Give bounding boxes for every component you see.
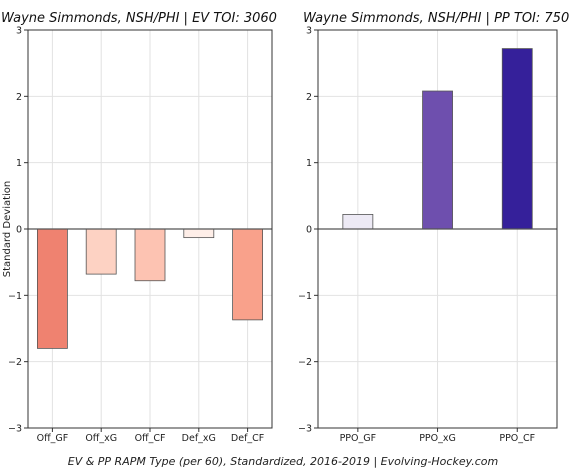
axes-frame xyxy=(27,29,273,429)
figure-caption: EV & PP RAPM Type (per 60), Standardized… xyxy=(68,455,499,468)
y-tick-label: −2 xyxy=(8,357,22,368)
y-axis-label: Standard Deviation xyxy=(2,181,13,278)
y-tick-label: 3 xyxy=(16,26,22,37)
chart-title: Wayne Simmonds, NSH/PHI | EV TOI: 3060 xyxy=(1,11,277,26)
bar-def-xg xyxy=(183,228,215,239)
bar-def-cf xyxy=(232,228,264,321)
y-tick-label: 1 xyxy=(16,158,22,169)
y-tick-label: 0 xyxy=(306,225,312,236)
x-tick-label: Def_CF xyxy=(231,433,264,444)
y-tick-label: −1 xyxy=(8,291,22,302)
x-tick-label: Def_xG xyxy=(182,433,216,444)
x-tick-label: PPO_GF xyxy=(340,433,377,444)
x-tick-label: Off_xG xyxy=(85,433,117,444)
y-tick-label: −3 xyxy=(298,424,312,435)
y-tick-label: 2 xyxy=(306,92,312,103)
y-tick-label: 2 xyxy=(16,92,22,103)
y-tick-label: −2 xyxy=(298,357,312,368)
bar-ppo-cf xyxy=(501,48,533,230)
bar-ppo-xg xyxy=(422,90,453,230)
x-tick-label: PPO_xG xyxy=(419,433,456,444)
y-tick-label: −3 xyxy=(8,424,22,435)
chart-title: Wayne Simmonds, NSH/PHI | PP TOI: 750 xyxy=(303,11,569,26)
x-tick-label: Off_GF xyxy=(37,433,69,444)
axes-frame xyxy=(317,29,558,429)
bar-off-gf xyxy=(37,228,68,349)
bar-off-cf xyxy=(134,228,166,282)
y-tick-label: 0 xyxy=(16,225,22,236)
y-tick-label: 1 xyxy=(306,158,312,169)
x-tick-label: PPO_CF xyxy=(499,433,535,444)
y-tick-label: 3 xyxy=(306,26,312,37)
ev-rapm-panel: 3 2 1 0 −1 −2 −3 Off_GF Off_xG Off_CF Def_xG Def_CF… xyxy=(1,11,277,444)
bar-off-xg xyxy=(85,228,117,275)
x-tick-label: Off_CF xyxy=(135,433,166,444)
bar-ppo-gf xyxy=(342,214,374,230)
pp-rapm-panel: 3 2 1 0 −1 −2 −3 PPO_GF PPO_xG PPO_CF Wayne Simmon… xyxy=(298,11,569,444)
y-tick-label: −1 xyxy=(298,291,312,302)
